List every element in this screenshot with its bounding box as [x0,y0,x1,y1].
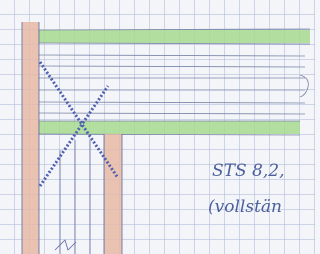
annotation: (vollstän [208,197,282,217]
post-right [104,134,122,254]
post-left [22,22,39,254]
green-band-top [38,30,310,43]
sketch: STS 8,2, (vollstän [0,0,315,254]
annotation: STS 8,2, [212,161,284,181]
